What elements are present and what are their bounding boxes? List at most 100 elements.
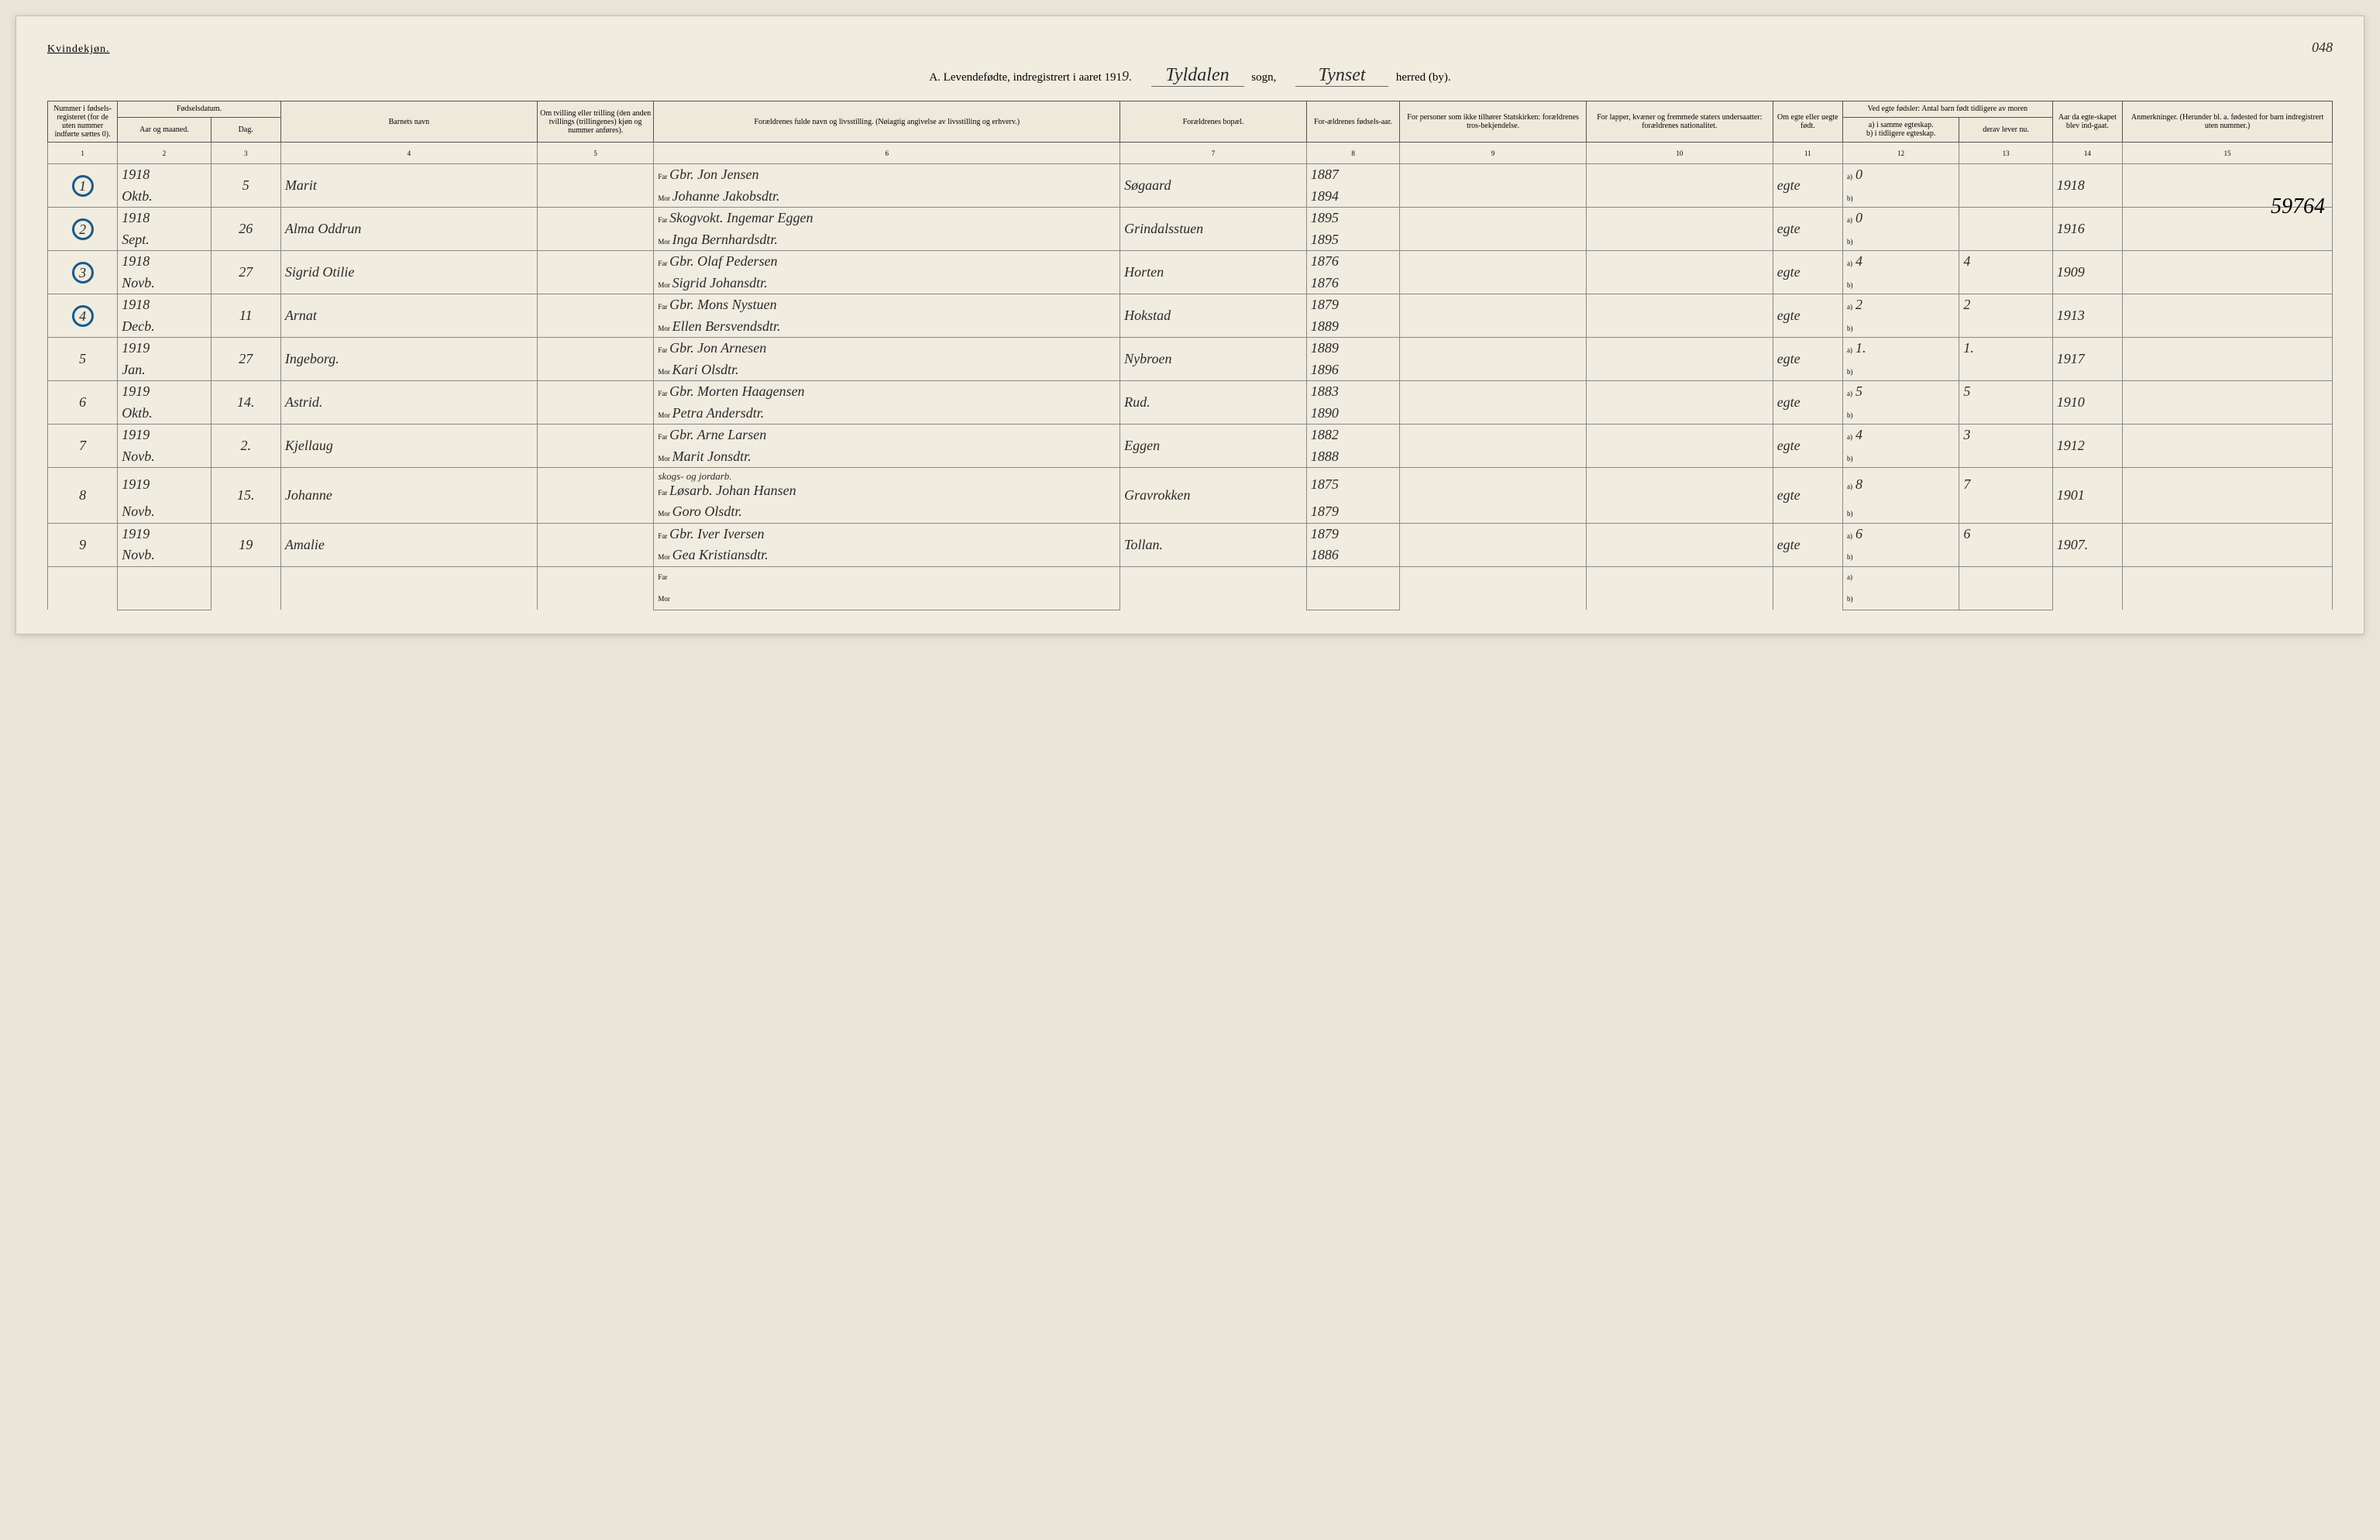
mother: Mor Inga Bernhardsdtr. [654,229,1120,251]
colnum: 6 [654,143,1120,164]
col-12: Ved egte fødsler: Antal barn født tidlig… [1842,101,2052,118]
birth-month: Oktb. [118,186,211,208]
nationality [1586,251,1773,294]
title-row: A. Levendefødte, indregistrert i aaret 1… [47,65,2333,87]
children-living [1959,164,2052,186]
col-9: For personer som ikke tilhører Statskirk… [1400,101,1587,143]
twin [537,164,653,208]
col-2a: Aar og maaned. [118,117,211,142]
col-11: Om egte eller uegte født. [1773,101,1842,143]
religion [1400,468,1587,524]
mother-birthyear: 1879 [1306,501,1399,523]
colnum: 10 [1586,143,1773,164]
legitimate: egte [1773,251,1842,294]
marriage-year: 1909 [2052,251,2122,294]
birth-month: Novb. [118,545,211,566]
legitimate: egte [1773,381,1842,425]
children-a: a)0 [1842,164,1959,186]
children-living: 7 [1959,468,2052,502]
table-body: 1 1918 5 Marit Far Gbr. Jon Jensen Søgaa… [48,164,2333,610]
children-b: b) [1842,359,1959,381]
residence: Gravrokken [1120,468,1307,524]
marriage-year: 1901 [2052,468,2122,524]
col-8: For-ældrenes fødsels-aar. [1306,101,1399,143]
colnum: 13 [1959,143,2052,164]
remarks [2123,338,2333,381]
children-a: a)6 [1842,523,1959,545]
nationality [1586,381,1773,425]
title-prefix: A. Levendefødte, indregistrert i aaret 1… [929,71,1122,84]
children-a: a)5 [1842,381,1959,403]
father-birthyear: 1882 [1306,425,1399,446]
col-2: Fødselsdatum. [118,101,281,118]
father: Far Gbr. Arne Larsen [654,425,1120,446]
table-row: 8 1919 15. Johanne skogs- og jordarb.Far… [48,468,2333,502]
children-b: b) [1842,446,1959,468]
religion [1400,251,1587,294]
birth-year: 1918 [118,294,211,316]
birth-day: 15. [211,468,280,524]
residence: Hokstad [1120,294,1307,338]
col-12a: a) i samme egteskap. [1845,121,1956,129]
religion [1400,338,1587,381]
nationality [1586,164,1773,208]
birth-month: Sept. [118,229,211,251]
herred-label: herred (by). [1396,71,1451,84]
mother-birthyear: 1886 [1306,545,1399,566]
child-name: Ingeborg. [280,338,537,381]
birth-month: Novb. [118,501,211,523]
father: Far Gbr. Mons Nystuen [654,294,1120,316]
birth-day: 5 [211,164,280,208]
remarks [2123,523,2333,566]
mother: Mor Goro Olsdtr. [654,501,1120,523]
colnum: 8 [1306,143,1399,164]
mother-birthyear: 1895 [1306,229,1399,251]
remarks [2123,294,2333,338]
colnum: 7 [1120,143,1307,164]
residence: Søgaard [1120,164,1307,208]
table-row: Far a) [48,566,2333,588]
colnum: 11 [1773,143,1842,164]
marriage-year: 1912 [2052,425,2122,468]
children-b: b) [1842,316,1959,338]
table-row: 9 1919 19 Amalie Far Gbr. Iver Iversen T… [48,523,2333,545]
mother: Mor Gea Kristiansdtr. [654,545,1120,566]
col-4: Barnets navn [280,101,537,143]
religion [1400,164,1587,208]
twin [537,294,653,338]
nationality [1586,523,1773,566]
legitimate: egte [1773,468,1842,524]
residence: Eggen [1120,425,1307,468]
child-name: Arnat [280,294,537,338]
colnum: 2 [118,143,211,164]
legitimate: egte [1773,425,1842,468]
children-living: 3 [1959,425,2052,446]
children-living: 2 [1959,294,2052,316]
col-14: Aar da egte-skapet blev ind-gaat. [2052,101,2122,143]
father: Far Gbr. Jon Jensen [654,164,1120,186]
birth-year: 1919 [118,523,211,545]
twin [537,425,653,468]
nationality [1586,338,1773,381]
children-living: 5 [1959,381,2052,403]
twin [537,338,653,381]
birth-year: 1918 [118,164,211,186]
residence: Horten [1120,251,1307,294]
child-name: Alma Oddrun [280,208,537,251]
birth-day: 19 [211,523,280,566]
children-a: a)0 [1842,208,1959,229]
col-13: derav lever nu. [1959,117,2052,142]
header-top: Kvindekjøn. 048 [47,40,2333,56]
twin [537,251,653,294]
table-row: 5 1919 27 Ingeborg. Far Gbr. Jon Arnesen… [48,338,2333,359]
row-number: 7 [48,425,118,468]
twin [537,468,653,524]
row-number: 5 [48,338,118,381]
colnum: 5 [537,143,653,164]
row-number: 8 [48,468,118,524]
children-living: 4 [1959,251,2052,273]
father: Far Gbr. Morten Haagensen [654,381,1120,403]
children-living-b [1959,229,2052,251]
remarks [2123,425,2333,468]
children-living-b [1959,186,2052,208]
